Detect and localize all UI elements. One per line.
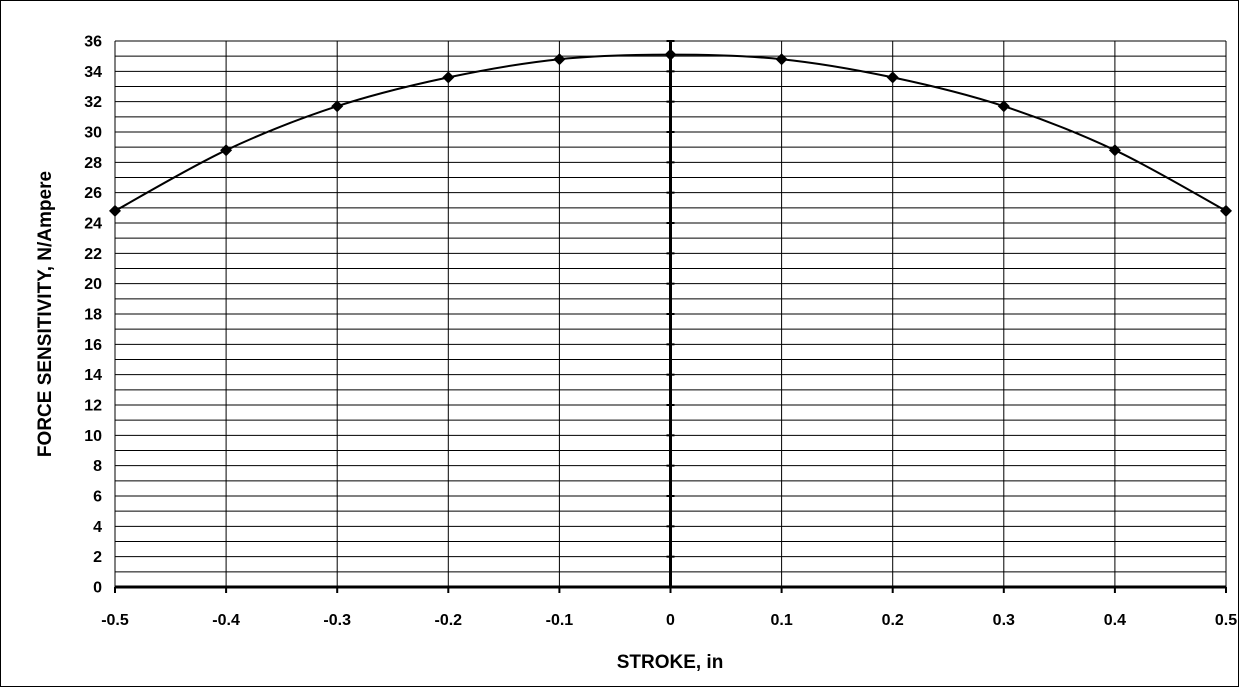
data-point-marker bbox=[109, 204, 121, 217]
y-tick-label: 24 bbox=[84, 216, 102, 233]
axes-layer bbox=[114, 40, 1227, 593]
y-tick-label: 36 bbox=[84, 34, 102, 51]
y-tick-label: 8 bbox=[93, 458, 102, 475]
data-point-marker bbox=[775, 53, 788, 66]
x-tick-label: 0.2 bbox=[882, 612, 904, 629]
data-point-marker bbox=[220, 144, 233, 157]
y-tick-label: 18 bbox=[84, 307, 102, 324]
y-tick-label: 12 bbox=[84, 398, 102, 415]
data-point-marker bbox=[664, 48, 677, 61]
x-tick-label: -0.1 bbox=[546, 612, 574, 629]
y-tick-label: 32 bbox=[84, 94, 102, 111]
data-point-marker bbox=[1220, 204, 1232, 217]
x-axis-title: STROKE, in bbox=[617, 652, 724, 673]
x-tick-label: 0.5 bbox=[1215, 612, 1237, 629]
data-point-marker bbox=[331, 100, 344, 113]
x-tick-label: -0.5 bbox=[101, 612, 129, 629]
x-tick-label: 0.3 bbox=[993, 612, 1015, 629]
y-tick-label: 6 bbox=[93, 489, 102, 506]
series-layer bbox=[109, 48, 1232, 217]
x-tick-label: -0.3 bbox=[323, 612, 351, 629]
y-tick-label: 2 bbox=[93, 549, 102, 566]
x-tick-label: 0.4 bbox=[1104, 612, 1126, 629]
data-point-marker bbox=[886, 71, 899, 84]
y-tick-label: 0 bbox=[93, 580, 102, 597]
y-axis-title: FORCE SENSITIVITY, N/Ampere bbox=[35, 171, 56, 457]
x-tick-label: 0 bbox=[666, 612, 675, 629]
y-tick-label: 34 bbox=[84, 64, 102, 81]
data-point-marker bbox=[1108, 144, 1121, 157]
y-tick-label: 16 bbox=[84, 337, 102, 354]
x-tick-label: -0.2 bbox=[435, 612, 463, 629]
y-tick-label: 10 bbox=[84, 428, 102, 445]
y-tick-label: 30 bbox=[84, 125, 102, 142]
data-point-marker bbox=[997, 100, 1010, 113]
data-point-marker bbox=[442, 71, 455, 84]
data-point-marker bbox=[553, 53, 566, 66]
y-tick-label: 4 bbox=[93, 519, 102, 536]
y-tick-label: 26 bbox=[84, 185, 102, 202]
y-tick-label: 22 bbox=[84, 246, 102, 263]
y-tick-label: 20 bbox=[84, 276, 102, 293]
y-tick-label: 14 bbox=[84, 367, 102, 384]
x-tick-label: 0.1 bbox=[770, 612, 792, 629]
y-tick-label: 28 bbox=[84, 155, 102, 172]
x-tick-label: -0.4 bbox=[212, 612, 240, 629]
